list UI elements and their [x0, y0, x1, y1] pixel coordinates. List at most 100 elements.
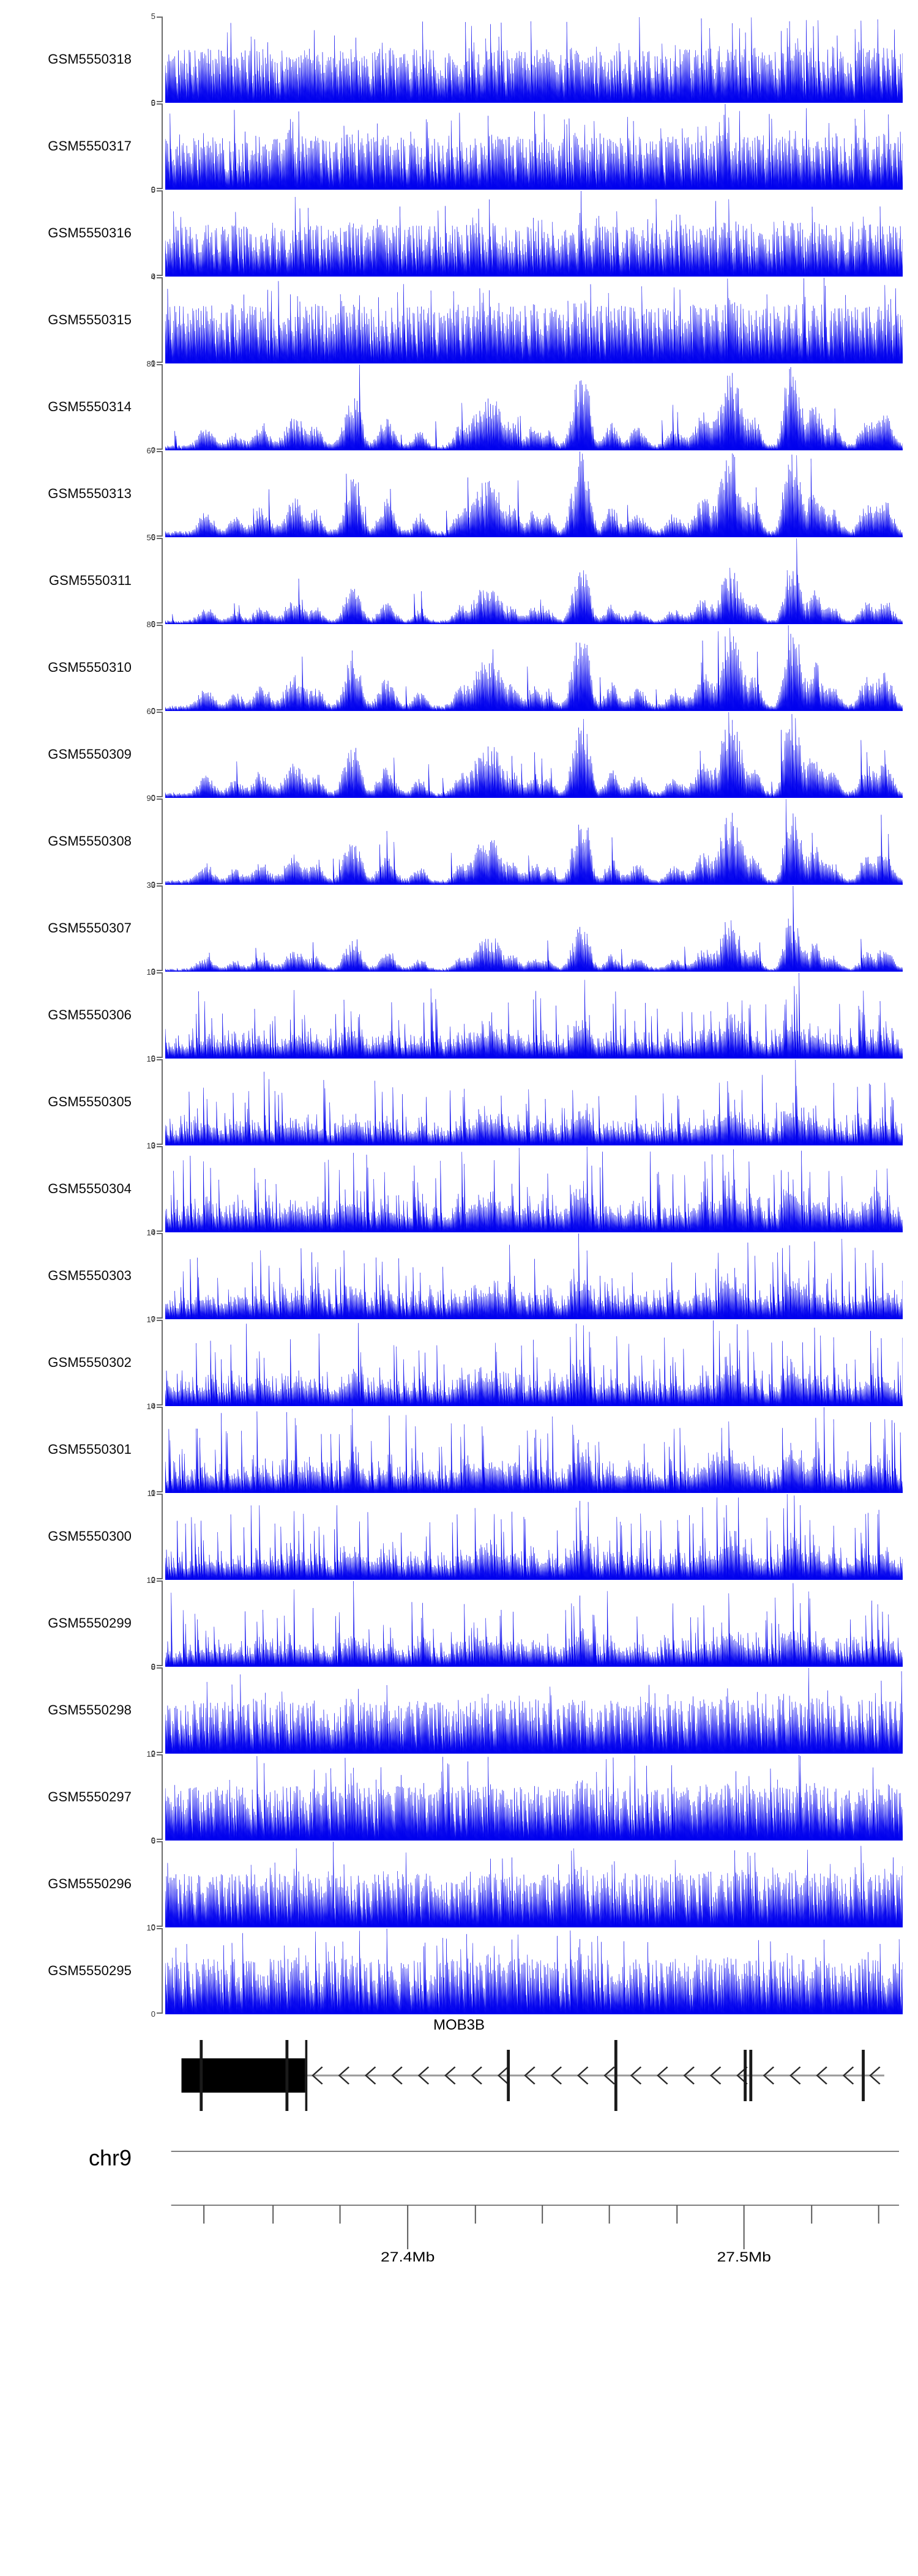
y-axis-tick-min: [157, 362, 163, 363]
gene-strand-arrow-icon: [683, 2066, 695, 2085]
y-axis-min-label: 0: [151, 967, 155, 976]
y-axis-tick-max: [157, 103, 163, 105]
y-axis-tick-min: [157, 1752, 163, 1753]
coverage-area: [165, 1928, 903, 2014]
y-axis-min-label: 0: [151, 2009, 155, 2019]
y-axis-max-label: 14: [146, 1402, 155, 1411]
y-axis-tick-min: [157, 796, 163, 797]
y-axis-tick-min: [157, 1491, 163, 1492]
y-axis-max-label: 67: [146, 446, 155, 455]
coverage-plot-area: [165, 1754, 903, 1841]
coverage-histogram: [165, 1233, 903, 1319]
coverage-area: [165, 1146, 903, 1232]
coverage-plot-area: [165, 103, 903, 190]
gene-strand-arrow-icon: [444, 2066, 456, 2085]
y-axis-tick-max: [157, 1841, 163, 1842]
coverage-histogram: [165, 972, 903, 1059]
track-y-axis: 90 0: [136, 794, 165, 889]
y-axis-max-label: 6: [151, 1836, 155, 1845]
track-sample-label: GSM5550295: [48, 1963, 132, 1978]
track-sample-label: GSM5550307: [48, 920, 132, 936]
y-axis-line: [162, 1233, 163, 1319]
coverage-track: GSM5550300 11 0: [0, 1489, 918, 1584]
coverage-area: [165, 1320, 903, 1406]
gene-exon-bar: [744, 2050, 747, 2101]
y-axis-min-label: 0: [151, 359, 155, 368]
y-axis-line: [162, 1841, 163, 1927]
y-axis-tick-min: [157, 883, 163, 884]
coverage-plot-area: [165, 885, 903, 972]
coverage-histogram: [165, 364, 903, 450]
chromosome-axis-svg: 27.4Mb 27.5Mb: [171, 2151, 899, 2265]
coverage-plot-area: [165, 363, 903, 450]
y-axis-tick-min: [157, 1926, 163, 1927]
track-sample-label: GSM5550313: [48, 486, 132, 501]
y-axis-min-label: 0: [151, 532, 155, 542]
y-axis-max-label: 15: [146, 1054, 155, 1063]
gene-strand-arrow-icon: [709, 2066, 722, 2085]
coverage-track: GSM5550307 33 0: [0, 880, 918, 976]
coverage-plot-area: [165, 624, 903, 711]
y-axis-tick-max: [157, 885, 163, 887]
coverage-plot-area: [165, 972, 903, 1059]
gene-strand-arrow-icon: [657, 2066, 668, 2085]
track-sample-label: GSM5550301: [48, 1442, 132, 1457]
track-y-axis: 67 0: [136, 446, 165, 542]
y-axis-tick-min: [157, 535, 163, 537]
track-sample-label: GSM5550302: [48, 1355, 132, 1370]
y-axis-max-label: 13: [146, 967, 155, 977]
gene-strand-arrow-icon: [603, 2066, 615, 2085]
y-axis-tick-max: [157, 972, 163, 973]
track-sample-label: GSM5550308: [48, 833, 132, 849]
coverage-area: [165, 451, 903, 537]
coverage-track: GSM5550302 17 0: [0, 1315, 918, 1410]
track-y-axis: 86 0: [136, 620, 165, 715]
track-sample-label: GSM5550299: [48, 1615, 132, 1631]
track-sample-label: GSM5550311: [48, 573, 132, 588]
y-axis-line: [162, 103, 163, 189]
coverage-area: [165, 103, 903, 190]
y-axis-tick-min: [157, 1578, 163, 1579]
coverage-area: [165, 885, 903, 972]
axis-tick-label: 27.5Mb: [717, 2250, 771, 2265]
coverage-histogram: [165, 1407, 903, 1493]
coverage-histogram: [165, 1494, 903, 1580]
coverage-area: [165, 712, 903, 798]
coverage-track: GSM5550317 5 0: [0, 99, 918, 194]
y-axis-line: [162, 1320, 163, 1405]
coverage-plot-area: [165, 711, 903, 798]
y-axis-tick-max: [157, 277, 163, 278]
y-axis-line: [162, 1754, 163, 1840]
coverage-area: [165, 364, 903, 450]
y-axis-max-label: 14: [146, 1228, 155, 1237]
y-axis-line: [162, 1059, 163, 1145]
y-axis-line: [162, 1494, 163, 1579]
gene-strand-arrow-icon: [497, 2066, 509, 2085]
y-axis-max-label: 4: [151, 272, 155, 281]
y-axis-tick-min: [157, 188, 163, 189]
coverage-area: [165, 190, 903, 277]
track-sample-label: GSM5550297: [48, 1789, 132, 1804]
coverage-track: GSM5550296 6 0: [0, 1836, 918, 1932]
y-axis-tick-min: [157, 2012, 163, 2014]
coverage-track: GSM5550309 60 0: [0, 707, 918, 802]
coverage-plot-area: [165, 190, 903, 277]
track-y-axis: 12 0: [136, 1749, 165, 1845]
y-axis-line: [162, 1407, 163, 1492]
y-axis-max-label: 81: [146, 359, 155, 368]
gene-strand-arrow-icon: [816, 2066, 827, 2085]
y-axis-line: [162, 538, 163, 624]
y-axis-max-label: 5: [151, 185, 155, 195]
y-axis-line: [162, 712, 163, 797]
coverage-area: [165, 17, 903, 103]
gene-strand-arrow-icon: [312, 2066, 323, 2085]
gene-name-label: MOB3B: [433, 2017, 485, 2033]
coverage-track: GSM5550299 12 0: [0, 1576, 918, 1671]
coverage-histogram: [165, 712, 903, 798]
y-axis-min-label: 0: [151, 1401, 155, 1410]
y-axis-tick-min: [157, 449, 163, 450]
coverage-histogram: [165, 17, 903, 103]
y-axis-min-label: 0: [151, 1227, 155, 1237]
coverage-plot-area: [165, 1493, 903, 1580]
